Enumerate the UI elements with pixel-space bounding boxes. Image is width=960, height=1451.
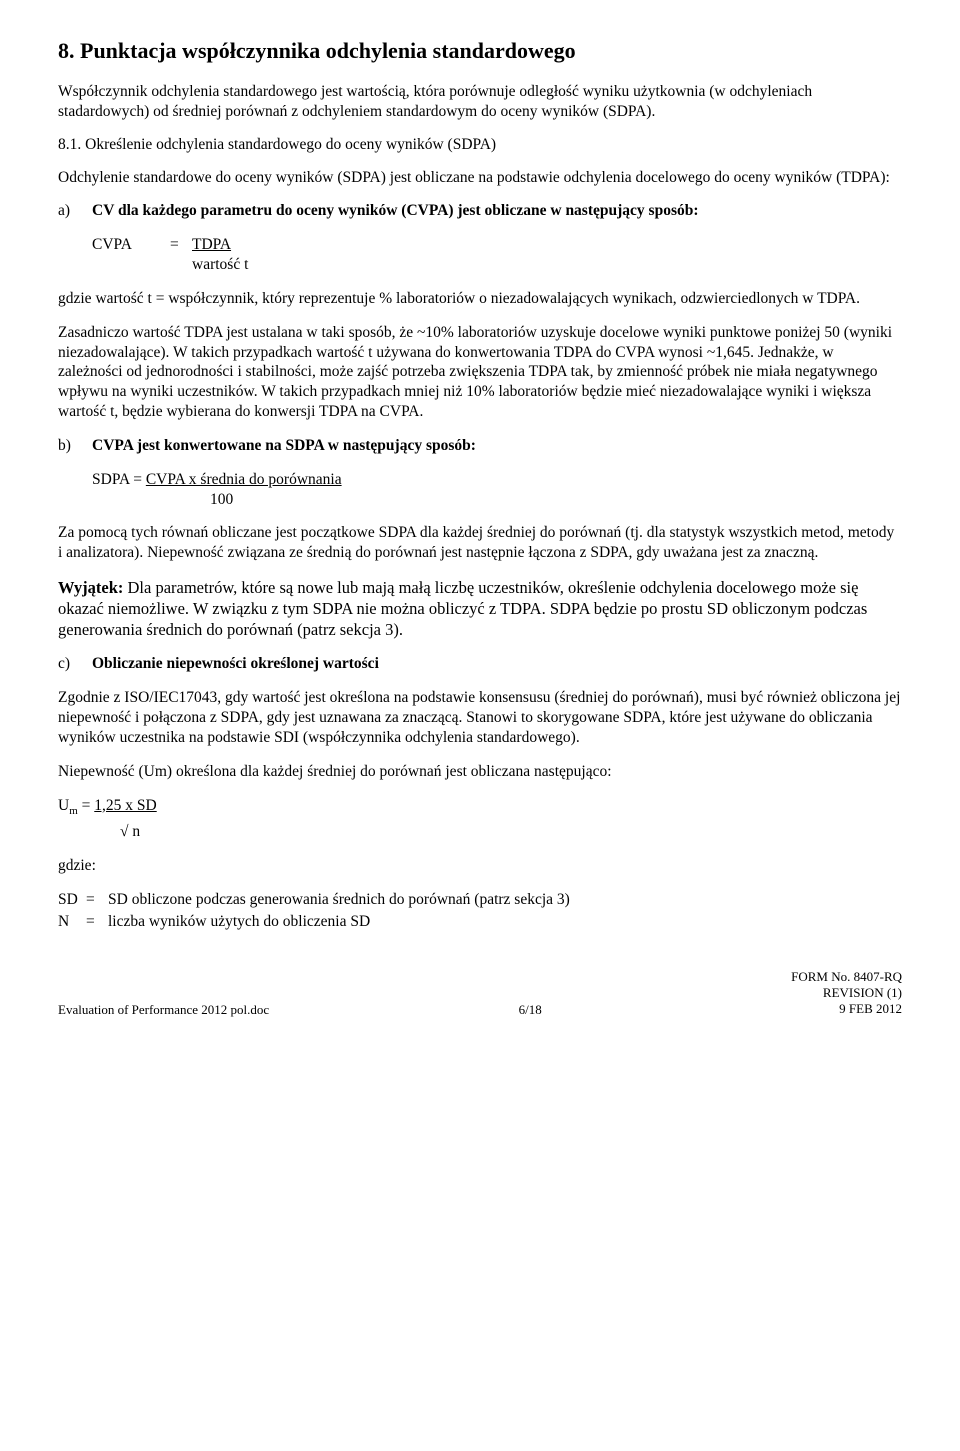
- list-marker: c): [58, 654, 92, 674]
- eq-denominator: √ n: [120, 822, 902, 842]
- document-page: 8. Punktacja współczynnika odchylenia st…: [0, 0, 960, 1038]
- paragraph: Zasadniczo wartość TDPA jest ustalana w …: [58, 323, 902, 422]
- list-item-a: a) CV dla każdego parametru do oceny wyn…: [58, 201, 902, 221]
- footer-right: FORM No. 8407-RQ REVISION (1) 9 FEB 2012: [791, 969, 902, 1018]
- list-marker: a): [58, 201, 92, 221]
- footer-date: 9 FEB 2012: [791, 1001, 902, 1017]
- page-footer: Evaluation of Performance 2012 pol.doc 6…: [58, 969, 902, 1018]
- def-value: liczba wyników użytych do obliczenia SD: [108, 911, 370, 933]
- list-item-b: b) CVPA jest konwertowane na SDPA w nast…: [58, 436, 902, 456]
- footer-form-no: FORM No. 8407-RQ: [791, 969, 902, 985]
- exception-label: Wyjątek:: [58, 578, 123, 597]
- list-marker: b): [58, 436, 92, 456]
- section-heading: 8. Punktacja współczynnika odchylenia st…: [58, 38, 902, 64]
- paragraph: Za pomocą tych równań obliczane jest poc…: [58, 523, 902, 563]
- exception-text: Dla parametrów, które są nowe lub mają m…: [58, 578, 867, 639]
- footer-revision: REVISION (1): [791, 985, 902, 1001]
- list-body: Obliczanie niepewności określonej wartoś…: [92, 654, 902, 674]
- where-label: gdzie:: [58, 856, 902, 876]
- eq-numerator: TDPA: [192, 235, 248, 255]
- paragraph: Niepewność (Um) określona dla każdej śre…: [58, 762, 902, 782]
- paragraph: gdzie wartość t = współczynnik, który re…: [58, 289, 902, 309]
- def-eq: =: [86, 911, 108, 933]
- equation-b: SDPA = CVPA x średnia do porównania 100: [92, 470, 902, 510]
- list-body: CV dla każdego parametru do oceny wynikó…: [92, 201, 902, 221]
- eq-equals: =: [170, 235, 192, 275]
- paragraph: Zgodnie z ISO/IEC17043, gdy wartość jest…: [58, 688, 902, 747]
- equation-a: CVPA = TDPA wartość t: [92, 235, 902, 275]
- exception-paragraph: Wyjątek: Dla parametrów, które są nowe l…: [58, 577, 902, 640]
- definitions: SD = SD obliczone podczas generowania śr…: [58, 889, 902, 932]
- definition-row: SD = SD obliczone podczas generowania śr…: [58, 889, 902, 911]
- intro-paragraph: Współczynnik odchylenia standardowego je…: [58, 82, 902, 122]
- list-body: CVPA jest konwertowane na SDPA w następu…: [92, 436, 902, 456]
- definition-row: N = liczba wyników użytych do obliczenia…: [58, 911, 902, 933]
- list-item-c: c) Obliczanie niepewności określonej war…: [58, 654, 902, 674]
- paragraph: Odchylenie standardowe do oceny wyników …: [58, 168, 902, 188]
- footer-center: 6/18: [519, 1002, 542, 1018]
- subsection-heading: 8.1. Określenie odchylenia standardowego…: [58, 136, 902, 154]
- def-eq: =: [86, 889, 108, 911]
- footer-left: Evaluation of Performance 2012 pol.doc: [58, 1002, 269, 1018]
- eq-lhs: CVPA: [92, 235, 170, 275]
- def-key: SD: [58, 889, 86, 911]
- equation-c: Um = 1,25 x SD: [58, 796, 902, 818]
- def-value: SD obliczone podczas generowania średnic…: [108, 889, 570, 911]
- eq-denominator: wartość t: [192, 255, 248, 275]
- def-key: N: [58, 911, 86, 933]
- eq-denominator: 100: [210, 490, 902, 510]
